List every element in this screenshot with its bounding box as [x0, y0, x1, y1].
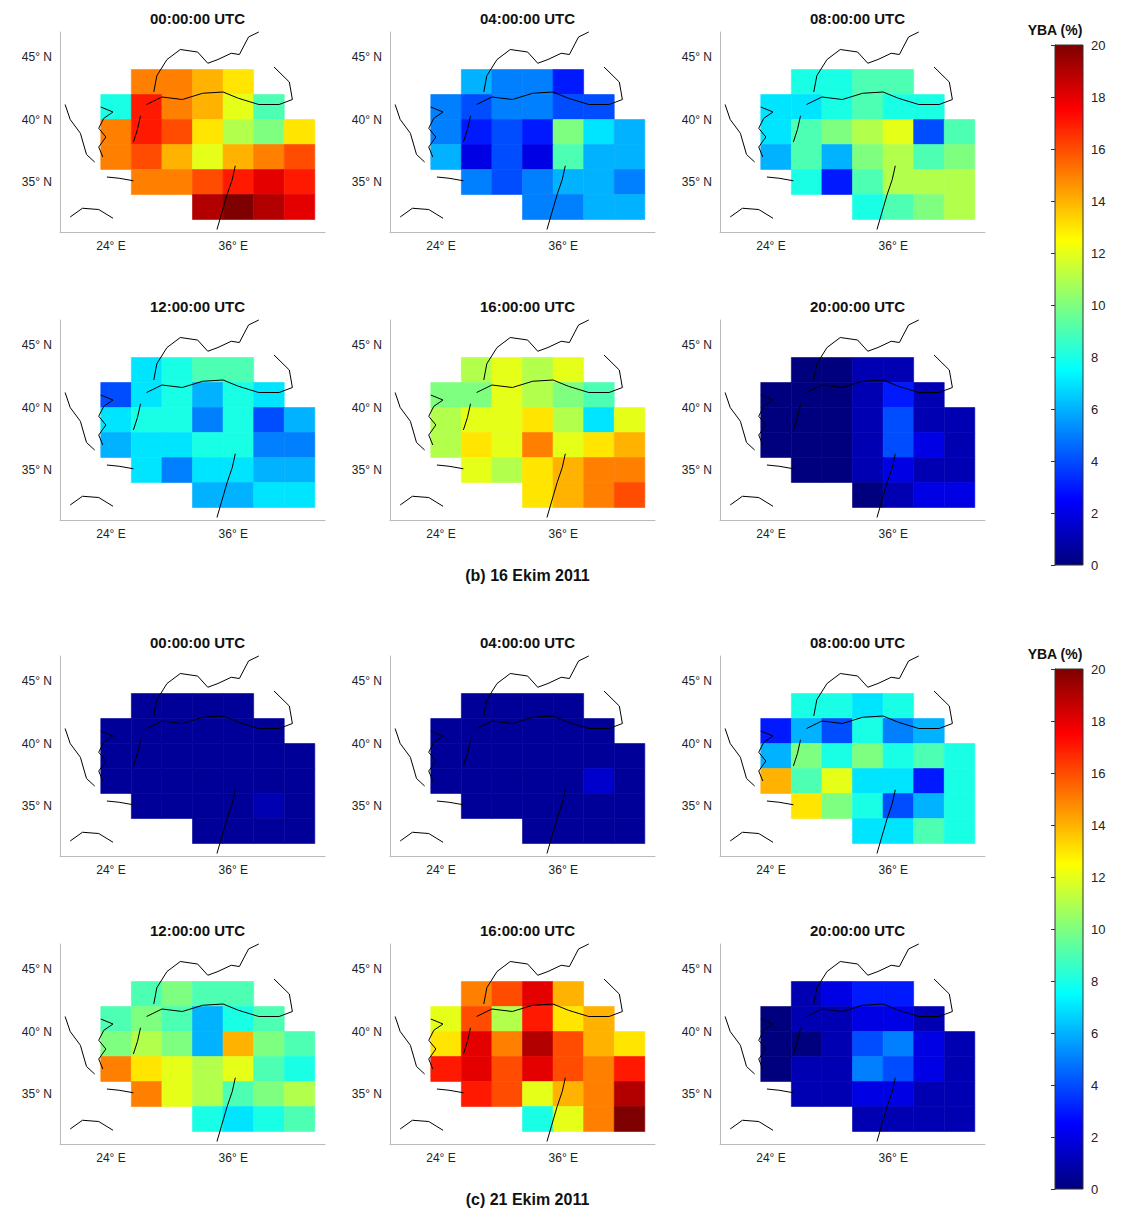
svg-text:(b) 16 Ekim 2011: (b) 16 Ekim 2011	[465, 567, 590, 584]
svg-text:45° N: 45° N	[352, 962, 382, 976]
svg-text:45° N: 45° N	[352, 338, 382, 352]
svg-text:45° N: 45° N	[352, 50, 382, 64]
svg-text:14: 14	[1091, 818, 1105, 833]
svg-text:24° E: 24° E	[96, 527, 125, 541]
svg-text:16:00:00 UTC: 16:00:00 UTC	[480, 922, 575, 939]
svg-text:12:00:00 UTC: 12:00:00 UTC	[150, 922, 245, 939]
svg-text:04:00:00 UTC: 04:00:00 UTC	[480, 634, 575, 651]
svg-text:24° E: 24° E	[756, 1151, 785, 1165]
svg-text:45° N: 45° N	[22, 962, 52, 976]
svg-text:36° E: 36° E	[549, 527, 578, 541]
svg-text:40° N: 40° N	[22, 737, 52, 751]
svg-text:40° N: 40° N	[22, 113, 52, 127]
svg-text:08:00:00 UTC: 08:00:00 UTC	[810, 634, 905, 651]
svg-text:12:00:00 UTC: 12:00:00 UTC	[150, 298, 245, 315]
svg-text:14: 14	[1091, 194, 1105, 209]
svg-text:16:00:00 UTC: 16:00:00 UTC	[480, 298, 575, 315]
svg-text:04:00:00 UTC: 04:00:00 UTC	[480, 10, 575, 27]
svg-text:36° E: 36° E	[549, 863, 578, 877]
svg-text:36° E: 36° E	[219, 863, 248, 877]
svg-text:24° E: 24° E	[756, 863, 785, 877]
svg-text:24° E: 24° E	[426, 1151, 455, 1165]
svg-text:35° N: 35° N	[352, 799, 382, 813]
svg-text:24° E: 24° E	[96, 863, 125, 877]
svg-text:10: 10	[1091, 298, 1105, 313]
svg-text:35° N: 35° N	[682, 1087, 712, 1101]
svg-text:36° E: 36° E	[549, 239, 578, 253]
svg-text:40° N: 40° N	[22, 1025, 52, 1039]
svg-text:45° N: 45° N	[22, 674, 52, 688]
svg-text:16: 16	[1091, 766, 1105, 781]
svg-text:24° E: 24° E	[96, 1151, 125, 1165]
svg-text:35° N: 35° N	[352, 1087, 382, 1101]
svg-text:45° N: 45° N	[682, 338, 712, 352]
svg-text:0: 0	[1091, 558, 1098, 573]
svg-text:20:00:00 UTC: 20:00:00 UTC	[810, 922, 905, 939]
svg-text:36° E: 36° E	[879, 239, 908, 253]
svg-text:10: 10	[1091, 922, 1105, 937]
svg-text:40° N: 40° N	[352, 737, 382, 751]
svg-text:24° E: 24° E	[426, 239, 455, 253]
svg-text:40° N: 40° N	[682, 113, 712, 127]
svg-text:40° N: 40° N	[682, 737, 712, 751]
svg-text:35° N: 35° N	[682, 463, 712, 477]
svg-text:6: 6	[1091, 1026, 1098, 1041]
svg-text:45° N: 45° N	[682, 962, 712, 976]
svg-text:24° E: 24° E	[756, 239, 785, 253]
svg-text:40° N: 40° N	[352, 401, 382, 415]
svg-text:24° E: 24° E	[426, 863, 455, 877]
svg-text:4: 4	[1091, 454, 1098, 469]
svg-text:40° N: 40° N	[352, 1025, 382, 1039]
svg-text:36° E: 36° E	[219, 1151, 248, 1165]
svg-text:36° E: 36° E	[879, 1151, 908, 1165]
svg-text:45° N: 45° N	[22, 50, 52, 64]
svg-text:(c) 21 Ekim 2011: (c) 21 Ekim 2011	[466, 1191, 590, 1208]
svg-text:36° E: 36° E	[219, 527, 248, 541]
svg-text:20: 20	[1091, 662, 1105, 677]
svg-text:2: 2	[1091, 506, 1098, 521]
svg-text:45° N: 45° N	[682, 50, 712, 64]
svg-text:40° N: 40° N	[682, 401, 712, 415]
svg-text:35° N: 35° N	[352, 175, 382, 189]
svg-text:40° N: 40° N	[682, 1025, 712, 1039]
svg-text:45° N: 45° N	[352, 674, 382, 688]
svg-text:0: 0	[1091, 1182, 1098, 1197]
svg-text:18: 18	[1091, 90, 1105, 105]
svg-text:36° E: 36° E	[879, 863, 908, 877]
svg-text:8: 8	[1091, 974, 1098, 989]
svg-text:20: 20	[1091, 38, 1105, 53]
svg-text:24° E: 24° E	[426, 527, 455, 541]
svg-text:36° E: 36° E	[219, 239, 248, 253]
svg-text:08:00:00 UTC: 08:00:00 UTC	[810, 10, 905, 27]
svg-text:36° E: 36° E	[879, 527, 908, 541]
svg-text:24° E: 24° E	[756, 527, 785, 541]
svg-text:40° N: 40° N	[22, 401, 52, 415]
svg-text:35° N: 35° N	[352, 463, 382, 477]
svg-text:16: 16	[1091, 142, 1105, 157]
svg-text:18: 18	[1091, 714, 1105, 729]
svg-text:45° N: 45° N	[22, 338, 52, 352]
svg-text:40° N: 40° N	[352, 113, 382, 127]
svg-text:35° N: 35° N	[22, 175, 52, 189]
svg-text:35° N: 35° N	[22, 463, 52, 477]
svg-text:35° N: 35° N	[682, 175, 712, 189]
svg-text:35° N: 35° N	[22, 799, 52, 813]
svg-text:YBA (%): YBA (%)	[1028, 646, 1083, 662]
svg-text:6: 6	[1091, 402, 1098, 417]
svg-text:8: 8	[1091, 350, 1098, 365]
svg-text:00:00:00 UTC: 00:00:00 UTC	[150, 634, 245, 651]
svg-text:35° N: 35° N	[682, 799, 712, 813]
svg-text:24° E: 24° E	[96, 239, 125, 253]
svg-text:35° N: 35° N	[22, 1087, 52, 1101]
svg-text:36° E: 36° E	[549, 1151, 578, 1165]
svg-text:12: 12	[1091, 246, 1105, 261]
svg-text:20:00:00 UTC: 20:00:00 UTC	[810, 298, 905, 315]
svg-text:4: 4	[1091, 1078, 1098, 1093]
svg-text:YBA (%): YBA (%)	[1028, 22, 1083, 38]
svg-text:00:00:00 UTC: 00:00:00 UTC	[150, 10, 245, 27]
svg-text:45° N: 45° N	[682, 674, 712, 688]
svg-text:12: 12	[1091, 870, 1105, 885]
svg-text:2: 2	[1091, 1130, 1098, 1145]
